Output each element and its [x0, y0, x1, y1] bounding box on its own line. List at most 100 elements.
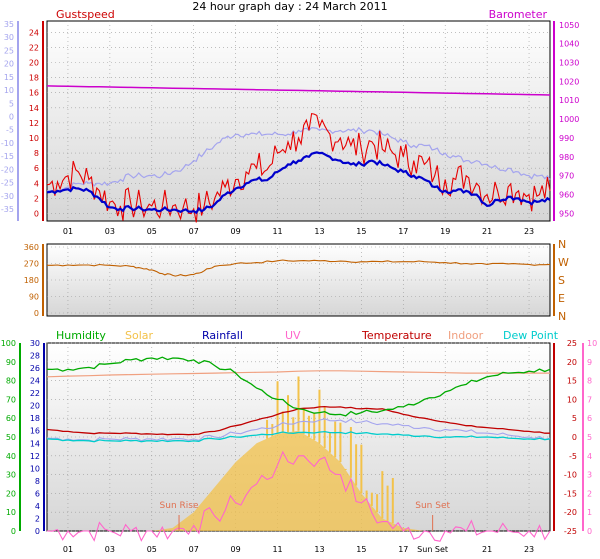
solar-tick-label: 28 [30, 352, 40, 361]
temp-tick-label: -20 [564, 508, 577, 517]
time-tick-label-bottom: 09 [231, 545, 241, 554]
solar-tick-label: 16 [30, 427, 40, 436]
temp-tick-label: 20 [567, 358, 577, 367]
temp-tick-label: 0 [572, 433, 577, 442]
solar-tick-label: 26 [30, 364, 40, 373]
solar-tick-label: 30 [30, 339, 40, 348]
solar-tick-label: 10 [30, 464, 40, 473]
wind-inner-tick-label: 4 [34, 179, 39, 188]
solar-tick-label: 24 [30, 377, 40, 386]
uv-series-line [46, 450, 551, 542]
humidity-tick-label: 70 [6, 395, 16, 404]
baro-tick-label: 1050 [559, 21, 579, 30]
humidity-tick-label: 30 [6, 471, 16, 480]
wind-inner-tick-label: 16 [29, 89, 39, 98]
wind-inner-tick-label: 10 [29, 134, 39, 143]
sunrise-label: Sun Rise [160, 501, 199, 511]
baro-tick-label: 1030 [559, 59, 579, 68]
time-tick-label-top: 09 [231, 227, 241, 236]
time-tick-label-top: 07 [189, 227, 199, 236]
time-tick-label-top: 13 [314, 227, 324, 236]
time-tick-label-top: 03 [105, 227, 115, 236]
baro-tick-label: 970 [559, 172, 574, 181]
wind-outer-tick-label: 0 [9, 113, 14, 122]
solar-tick-label: 0 [35, 527, 40, 536]
time-tick-label-bottom: 07 [189, 545, 199, 554]
baro-tick-label: 1020 [559, 77, 579, 86]
compass-label: N [558, 238, 566, 251]
uv-tick-label: 2 [587, 489, 592, 498]
time-tick-label-bottom: 03 [105, 545, 115, 554]
gust-series-line [46, 112, 551, 223]
temp-tick-label: 25 [567, 339, 577, 348]
compass-label: S [558, 274, 565, 287]
wind-outer-tick-label: 10 [4, 86, 14, 95]
time-tick-label-top: 05 [147, 227, 157, 236]
gustspeed-label: Gustspeed [56, 8, 115, 21]
time-tick-label-top: 21 [482, 227, 492, 236]
uv-tick-label: 10 [587, 339, 597, 348]
time-tick-label-top: 19 [440, 227, 450, 236]
uv-tick-label: 9 [587, 358, 592, 367]
solar-tick-label: 8 [35, 477, 40, 486]
compass-label: E [558, 292, 565, 305]
wind-outer-tick-label: -25 [1, 179, 14, 188]
baro-tick-label: 1000 [559, 115, 579, 124]
uv-tick-label: 4 [587, 452, 592, 461]
temp-tick-label: -25 [564, 527, 577, 536]
humidity-tick-label: 10 [6, 508, 16, 517]
wind-outer-tick-label: -35 [1, 205, 14, 214]
humidity-tick-label: 0 [11, 527, 16, 536]
time-tick-label-top: 17 [398, 227, 408, 236]
wind-outer-tick-label: -10 [1, 139, 14, 148]
legend-solar: Solar [125, 329, 154, 342]
humidity-tick-label: 80 [6, 377, 16, 386]
solar-area [47, 430, 550, 531]
wind-inner-tick-label: 14 [29, 104, 39, 113]
dewpoint-series-line [46, 430, 551, 443]
baro-tick-label: 1010 [559, 96, 579, 105]
time-tick-label-bottom: 23 [524, 545, 534, 554]
wind-inner-tick-label: 12 [29, 119, 39, 128]
direction-panel-frame [46, 243, 551, 317]
legend-indoor: Indoor [448, 329, 484, 342]
solar-tick-label: 18 [30, 414, 40, 423]
time-tick-label-top: 23 [524, 227, 534, 236]
solar-tick-label: 14 [30, 439, 40, 448]
uv-tick-label: 0 [587, 527, 592, 536]
humidity-tick-label: 20 [6, 489, 16, 498]
time-tick-label-bottom: Sun Set [417, 545, 448, 554]
baro-series-line [46, 85, 551, 96]
uv-tick-label: 6 [587, 414, 592, 423]
time-tick-label-bottom: 17 [398, 545, 408, 554]
wind-outer-tick-label: -20 [1, 165, 14, 174]
uv-tick-label: 3 [587, 471, 592, 480]
solar-tick-label: 12 [30, 452, 40, 461]
wind-outer-tick-label: -30 [1, 192, 14, 201]
lilac-series-line [46, 126, 551, 194]
dir-tick-label: 90 [29, 293, 39, 302]
temp-tick-label: -5 [569, 452, 577, 461]
wind-inner-tick-label: 20 [29, 59, 39, 68]
humidity-tick-label: 90 [6, 358, 16, 367]
time-tick-label-top: 01 [63, 227, 73, 236]
baro-tick-label: 950 [559, 209, 574, 218]
wind-inner-tick-label: 2 [34, 194, 39, 203]
time-tick-label-bottom: 01 [63, 545, 73, 554]
solar-tick-label: 22 [30, 389, 40, 398]
baro-tick-label: 960 [559, 191, 574, 200]
wind-inner-tick-label: 18 [29, 74, 39, 83]
humidity-tick-label: 100 [1, 339, 16, 348]
time-tick-label-top: 11 [272, 227, 282, 236]
uv-tick-label: 8 [587, 377, 592, 386]
solar-tick-label: 2 [35, 514, 40, 523]
dir-tick-label: 0 [34, 309, 39, 318]
dir-tick-label: 360 [24, 243, 39, 252]
wind-inner-tick-label: 8 [34, 149, 39, 158]
temp-tick-label: 5 [572, 414, 577, 423]
compass-label: N [558, 310, 566, 323]
solar-tick-label: 4 [35, 502, 40, 511]
lilac-multi-series-line [46, 418, 551, 443]
wind-inner-tick-label: 0 [34, 209, 39, 218]
